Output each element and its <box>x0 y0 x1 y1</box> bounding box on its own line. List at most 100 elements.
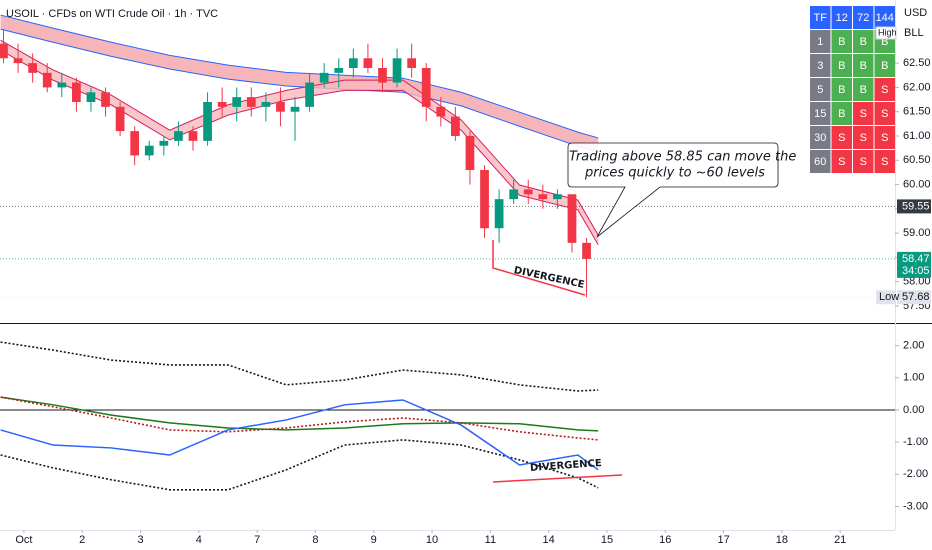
table-signal-cell <box>853 102 874 125</box>
table-header-cell <box>874 6 895 29</box>
divergence-line <box>492 474 623 483</box>
table-signal-cell <box>831 78 852 101</box>
table-signal-text: B <box>860 36 867 48</box>
price-marker <box>897 199 931 214</box>
candle-body <box>188 131 198 141</box>
table-signal-text: S <box>881 84 888 96</box>
x-tick-label: 7 <box>254 534 260 546</box>
indicator-line <box>0 396 599 441</box>
table-label-cell <box>810 102 831 125</box>
table-label-cell <box>810 126 831 149</box>
table-signal-text: B <box>881 60 888 72</box>
candle-body <box>582 242 591 259</box>
divergence-label: DIVERGENCE <box>530 458 603 474</box>
table-label-cell <box>810 54 831 77</box>
table-signal-text: S <box>860 156 867 168</box>
table-signal-text: B <box>838 108 845 120</box>
table-signal-cell <box>853 126 874 149</box>
table-signal-cell <box>853 150 874 173</box>
candle-body <box>28 63 38 73</box>
candle-body <box>407 58 417 68</box>
table-signal-text: B <box>881 36 888 48</box>
y-tick-label: 1.00 <box>903 372 924 384</box>
candle-body <box>13 58 23 64</box>
table-label-text: 15 <box>814 108 826 120</box>
x-tick-label: 15 <box>601 534 613 546</box>
candle-body <box>101 92 110 107</box>
candle-body <box>378 67 387 83</box>
callout-text: prices quickly to ~60 levels <box>584 166 765 181</box>
table-signal-text: B <box>860 84 867 96</box>
table-header-text: 12 <box>836 12 848 24</box>
table-signal-cell <box>874 54 895 77</box>
indicator-line <box>0 439 599 491</box>
table-label-cell <box>810 78 831 101</box>
price-marker-label: 59.55 <box>902 200 930 212</box>
candle-body <box>246 97 256 107</box>
table-signal-cell <box>874 78 895 101</box>
candle-body <box>538 194 548 200</box>
table-header-cell <box>853 6 874 29</box>
x-tick-label: 10 <box>426 534 438 546</box>
table-header-text: 72 <box>857 12 869 24</box>
table-header-text: 144 <box>876 12 894 24</box>
candle-body <box>363 58 373 68</box>
y-tick-label: 2.00 <box>903 340 924 352</box>
candle-body <box>450 116 460 136</box>
marker-tag-label: Low <box>879 291 899 303</box>
table-tag-text: High <box>878 27 897 37</box>
table-label-cell <box>810 150 831 173</box>
candle-body <box>115 106 125 132</box>
candle-body <box>319 72 329 83</box>
candle-body <box>436 106 446 117</box>
candle-body <box>72 82 81 102</box>
indicator-layer <box>0 14 895 411</box>
table-signal-cell <box>853 54 874 77</box>
y-tick-label: 62.00 <box>903 81 931 93</box>
table-signal-text: S <box>881 108 888 120</box>
y-tick-label: -3.00 <box>903 500 928 512</box>
table-signal-text: S <box>881 132 888 144</box>
y-tick-label: 60.00 <box>903 178 931 190</box>
candle-body <box>144 145 154 156</box>
x-tick-label: Oct <box>15 534 32 546</box>
callout-text: Trading above 58.85 can move the <box>569 150 796 165</box>
candle-body <box>392 58 402 83</box>
table-signal-cell <box>853 30 874 53</box>
table-label-text: 1 <box>817 36 823 48</box>
x-tick-label: 21 <box>834 534 846 546</box>
table-signal-cell <box>831 150 852 173</box>
table-header-text: TF <box>814 12 828 24</box>
table-header-cell <box>831 6 852 29</box>
ribbon-edge <box>0 39 599 236</box>
x-tick-label: 16 <box>659 534 671 546</box>
table-label-text: 5 <box>817 84 823 96</box>
y-tick-label: 58.00 <box>903 276 931 288</box>
y-tick-label: 60.50 <box>903 154 931 166</box>
price-marker <box>897 290 931 305</box>
divergence-line <box>492 240 586 296</box>
table-signal-text: S <box>838 156 845 168</box>
x-tick-label: 3 <box>137 534 143 546</box>
candle-body <box>348 58 358 68</box>
x-tick-label: 9 <box>371 534 377 546</box>
table-signal-cell <box>874 126 895 149</box>
price-marker <box>897 251 931 278</box>
indicator-line <box>0 399 599 471</box>
x-tick-label: 14 <box>543 534 555 546</box>
indicator-line <box>0 396 599 432</box>
table-signal-cell <box>831 30 852 53</box>
table-signal-cell <box>831 102 852 125</box>
candle-body <box>421 67 431 107</box>
table-label-text: 60 <box>814 156 826 168</box>
candle-body <box>261 101 271 107</box>
x-tick-label: 8 <box>312 534 318 546</box>
chart-title: USOIL · CFDs on WTI Crude Oil · 1h · TVC <box>6 8 218 20</box>
countdown: 34:05 <box>902 265 930 277</box>
table-signal-cell <box>831 126 852 149</box>
x-tick-label: 11 <box>485 534 496 546</box>
y-tick-label: 61.50 <box>903 106 931 118</box>
